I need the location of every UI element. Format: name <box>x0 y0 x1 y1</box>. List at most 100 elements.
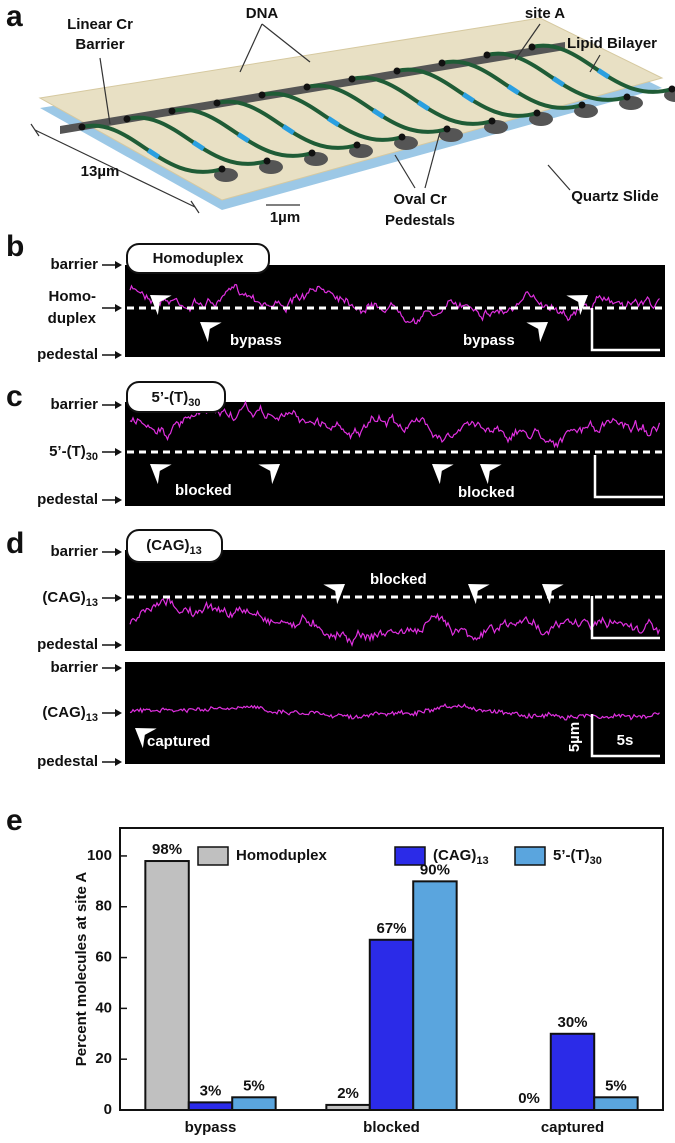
dna-end <box>398 133 406 141</box>
legend-name: 5’-(T) <box>553 847 590 864</box>
site-a <box>236 132 250 144</box>
panel-letter: a <box>6 0 23 33</box>
legend-swatch <box>514 846 546 866</box>
scale-cap <box>30 123 40 137</box>
arrowhead <box>150 295 172 316</box>
site-a <box>551 76 565 88</box>
legend-sub: 30 <box>590 855 602 867</box>
leader <box>514 23 541 61</box>
arrow-head <box>115 351 122 359</box>
site-a <box>371 108 385 120</box>
dna-end <box>533 109 541 117</box>
label-main: 5’-(T) <box>152 389 189 406</box>
label: Oval Cr <box>393 191 447 208</box>
label: Barrier <box>75 36 124 53</box>
tag-box <box>126 381 226 413</box>
label: (CAG)13 <box>42 589 98 609</box>
arrowhead <box>468 584 490 605</box>
label-sub: 30 <box>86 451 98 463</box>
site-a <box>146 148 160 160</box>
value-label: 5% <box>605 1077 627 1094</box>
arrowhead <box>542 584 564 605</box>
label-sub: 30 <box>188 397 200 409</box>
axis-label: barrier <box>50 659 98 676</box>
axis-label: pedestal <box>37 753 98 770</box>
y-tick-label: 60 <box>95 949 112 966</box>
legend-swatch <box>394 846 426 866</box>
dna-end <box>308 149 316 157</box>
label: Lipid Bilayer <box>567 35 657 52</box>
dna-end <box>438 59 446 67</box>
kymograph <box>125 265 665 357</box>
label-sub: 13 <box>190 545 202 557</box>
site-a <box>416 100 430 112</box>
annotation: captured <box>147 733 210 750</box>
dna-end <box>393 67 401 75</box>
annotation: bypass <box>463 332 515 349</box>
arrowhead <box>135 728 157 749</box>
scale-line <box>34 129 196 208</box>
dna-end <box>218 165 226 173</box>
arrowhead <box>432 464 454 485</box>
bar <box>593 1096 639 1111</box>
annotation: bypass <box>230 332 282 349</box>
bar <box>231 1096 277 1111</box>
leader <box>424 131 441 189</box>
arrow-head <box>115 641 122 649</box>
arrowhead <box>323 584 345 605</box>
tag-box <box>126 243 270 274</box>
scale-bar <box>590 714 660 758</box>
leader <box>99 57 111 125</box>
trace <box>129 596 661 647</box>
site-a <box>281 124 295 136</box>
label: Pedestals <box>385 212 455 229</box>
x-tick-label: captured <box>541 1119 604 1136</box>
leader <box>239 23 263 73</box>
arrow-head <box>115 448 122 456</box>
schematic <box>30 17 675 214</box>
arrow-head <box>115 496 122 504</box>
tag: Homoduplex <box>153 250 244 267</box>
arrow-head <box>115 304 122 312</box>
dna-end <box>353 141 361 149</box>
leader <box>261 23 311 63</box>
legend-label: (CAG)13 <box>433 847 489 867</box>
label: DNA <box>246 5 279 22</box>
label: Quartz Slide <box>571 188 659 205</box>
value-label: 67% <box>376 920 406 937</box>
site-a <box>596 68 610 80</box>
arrowhead <box>258 464 280 485</box>
arrow-head <box>115 664 122 672</box>
letter: b <box>6 230 24 263</box>
axis-label: duplex <box>48 310 97 327</box>
site-a <box>461 92 475 104</box>
tag-box <box>126 529 223 563</box>
scale-bar <box>593 455 663 499</box>
bar <box>368 938 415 1112</box>
arrow-head <box>115 261 122 269</box>
leader <box>589 54 601 73</box>
axis-label: barrier <box>50 256 98 273</box>
y-tick-label: 80 <box>95 898 112 915</box>
arrow-head <box>115 401 122 409</box>
axis-label: Homo- <box>49 288 97 305</box>
bar <box>412 880 458 1112</box>
annotation: blocked <box>370 571 427 588</box>
letter: d <box>6 527 24 560</box>
scale-bar <box>590 596 660 640</box>
site-a <box>506 84 520 96</box>
scale-label: 5s <box>617 732 634 749</box>
y-tick-label: 40 <box>95 999 112 1016</box>
arrow-head <box>115 709 122 717</box>
dna-end <box>528 43 536 51</box>
legend-name: Homoduplex <box>236 847 327 864</box>
letter: e <box>6 804 23 837</box>
dna-end <box>303 83 311 91</box>
dna-end <box>78 123 86 131</box>
dna-end <box>623 93 631 101</box>
bar <box>144 860 190 1112</box>
scale-bar <box>590 308 660 352</box>
dna-end <box>213 99 221 107</box>
label: 5’-(T)30 <box>49 443 98 463</box>
